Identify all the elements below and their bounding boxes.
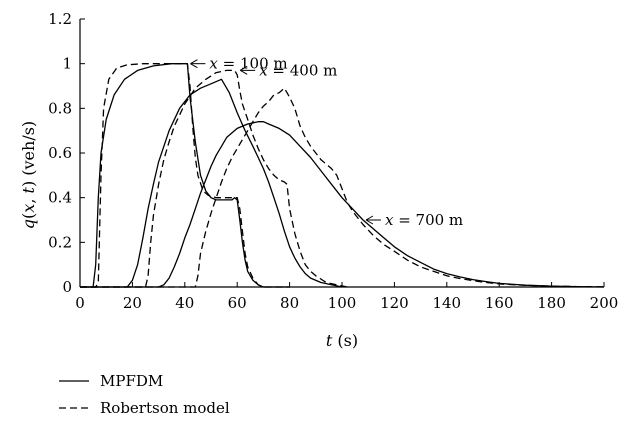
x-tick-label: 200: [590, 294, 619, 312]
y-tick-label: 0.2: [48, 233, 72, 251]
annotations: x = 100 mx = 400 m x = 700 m: [190, 55, 463, 229]
x-tick-label: 120: [380, 294, 409, 312]
series-line-mpfdm-x-400-m: [80, 78, 343, 288]
x-tick-label: 180: [537, 294, 566, 312]
annotation-arrow-head: [239, 65, 248, 75]
x-tick-label: 20: [123, 294, 142, 312]
annotation-1: x = 400 m: [239, 61, 337, 79]
x-tick-label: 60: [228, 294, 247, 312]
y-tick-label: 0.4: [48, 189, 72, 207]
series-layer: [80, 63, 605, 288]
y-tick-label: 0.8: [48, 99, 72, 117]
y-ticks: 0 0.2 0.4 0.6 0.8 1 1.2: [48, 10, 85, 296]
x-tick-label: 100: [328, 294, 357, 312]
x-tick-label: 40: [175, 294, 194, 312]
y-tick-label: 0.6: [48, 144, 72, 162]
annotation-arrow-head: [190, 59, 198, 69]
x-tick-label: 80: [280, 294, 299, 312]
legend-label-robertson: Robertson model: [100, 399, 230, 417]
y-tick-label: 0: [62, 278, 72, 296]
legend: MPFDM Robertson model: [59, 372, 230, 417]
x-axis-title: t (s): [326, 331, 358, 350]
series-line-mpfdm-x-100-m: [80, 63, 290, 288]
annotation-label: x = 400 m: [259, 61, 337, 79]
y-tick-label: 1: [62, 55, 72, 73]
y-axis-title: q(x, t) (veh/s): [19, 121, 38, 229]
x-tick-label: 0: [75, 294, 85, 312]
x-tick-label: 160: [485, 294, 514, 312]
series-line-robertson-model-x-100-m: [80, 63, 290, 288]
axes: [79, 19, 604, 288]
annotation-2: x = 700 m: [365, 211, 463, 229]
series-line-robertson-model-x-700-m: [80, 87, 605, 288]
x-tick-label: 140: [432, 294, 461, 312]
annotation-arrow-head: [365, 215, 374, 225]
series-line-mpfdm-x-700-m: [80, 121, 605, 288]
annotation-label: x = 700 m: [385, 211, 463, 229]
legend-label-mpfdm: MPFDM: [100, 372, 163, 390]
y-tick-label: 1.2: [48, 10, 72, 28]
series-line-robertson-model-x-400-m: [80, 69, 348, 288]
x-ticks: 0 20 40 60 80 100 120 140 160 180 200: [75, 282, 618, 312]
annotation-0: x = 100 m: [190, 55, 288, 73]
annotation-label: x = 100 m: [209, 55, 287, 73]
